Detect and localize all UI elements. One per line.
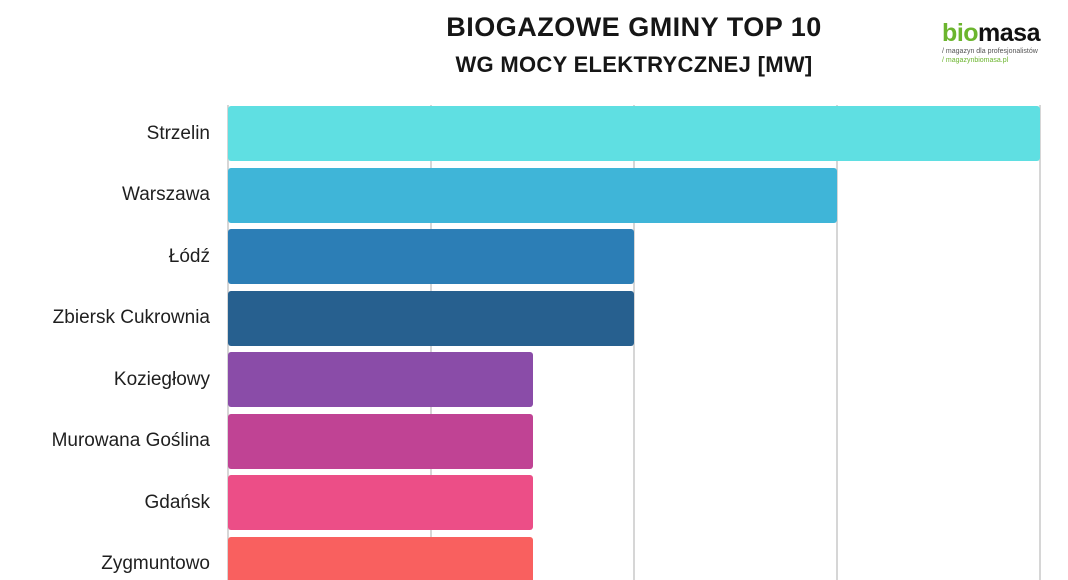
logo-masa-part: masa — [978, 19, 1040, 47]
bar-row: Koziegłowy — [0, 352, 1068, 407]
chart-subtitle: WG MOCY ELEKTRYCZNEJ [MW] — [455, 52, 813, 77]
bar — [228, 167, 837, 223]
bar — [228, 352, 533, 407]
logo-tagline-2: / magazynbiomasa.pl — [942, 57, 1009, 64]
bar-row: Łódź — [0, 229, 1068, 284]
bar — [228, 475, 533, 530]
bar-track — [228, 229, 1040, 284]
gridline — [633, 105, 635, 580]
bar-row: Warszawa — [0, 167, 1068, 223]
bar-rows: Strzelin Warszawa Łódź Zbiersk Cukrownia Koz… — [0, 106, 1068, 580]
logo-tagline-1: / magazyn dla profesjonalistów — [942, 48, 1038, 55]
bar — [228, 290, 634, 346]
bar-track — [228, 290, 1040, 346]
bar-row: Murowana Goślina — [0, 413, 1068, 469]
bar — [228, 413, 533, 469]
gridline — [1039, 105, 1041, 580]
bar — [228, 229, 634, 284]
bar — [228, 536, 533, 580]
bar-track — [228, 106, 1040, 161]
biomasa-logo: biomasa / magazyn dla profesjonalistów /… — [942, 20, 1040, 65]
category-label: Koziegłowy — [113, 368, 210, 390]
category-label: Gdańsk — [144, 491, 210, 513]
category-label: Murowana Goślina — [51, 430, 210, 451]
bar-track — [228, 475, 1040, 530]
category-label: Zygmuntowo — [101, 553, 210, 574]
bar-row: Strzelin — [0, 106, 1068, 161]
category-label: Strzelin — [146, 122, 210, 144]
bar-track — [228, 167, 1040, 223]
category-label: Łódź — [168, 245, 210, 267]
bar-track — [228, 352, 1040, 407]
bar-row: Zbiersk Cukrownia — [0, 290, 1068, 346]
category-label: Warszawa — [122, 184, 210, 205]
bar-track — [228, 413, 1040, 469]
category-label: Zbiersk Cukrownia — [52, 307, 210, 328]
bar-track — [228, 536, 1040, 580]
logo-bio-part: bio — [942, 19, 979, 47]
bar-row: Gdańsk — [0, 475, 1068, 530]
biomasa-logo-text: biomasa — [942, 20, 1040, 46]
bar — [228, 106, 1040, 161]
chart-header: BIOGAZOWE GMINY TOP 10 WG MOCY ELEKTRYCZ… — [228, 12, 1040, 78]
gridline — [836, 105, 838, 580]
chart-title: BIOGAZOWE GMINY TOP 10 — [446, 12, 822, 42]
bar-row: Zygmuntowo — [0, 536, 1068, 580]
